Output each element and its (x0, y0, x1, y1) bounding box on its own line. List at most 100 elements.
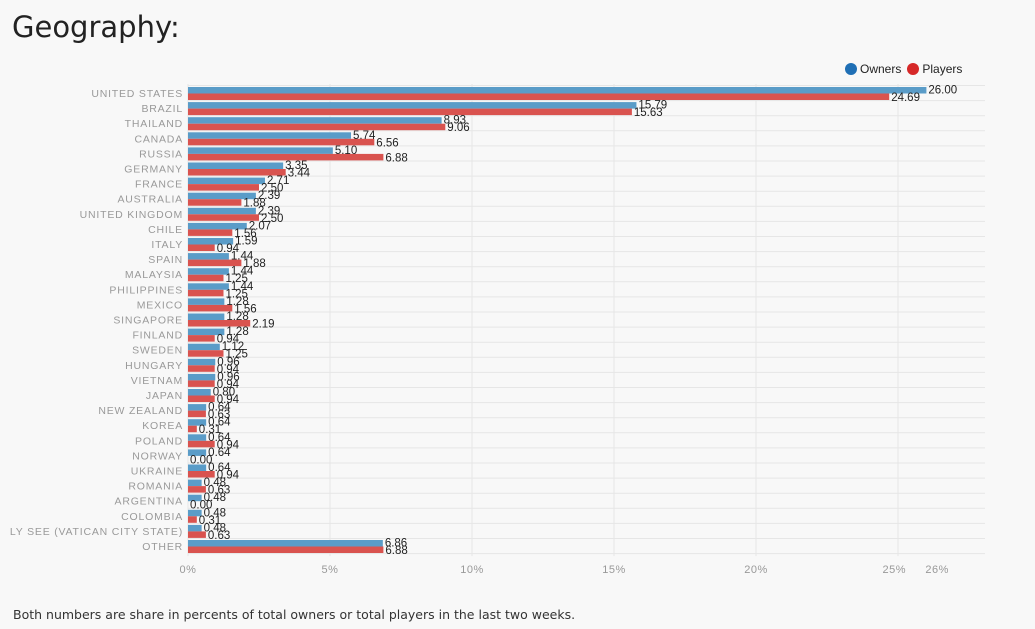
players-bar (188, 531, 206, 538)
owners-value-label: 1.28 (226, 296, 248, 308)
owners-value-label: 1.44 (231, 266, 254, 278)
players-bar (188, 214, 259, 221)
category-label: NEW ZEALAND (98, 405, 183, 417)
owners-value-label: 5.10 (335, 145, 357, 157)
players-bar (188, 108, 632, 116)
owners-value-label: 15.79 (638, 100, 667, 112)
category-label: POLAND (135, 435, 183, 447)
owners-value-label: 1.12 (222, 341, 244, 353)
owners-bar (188, 238, 234, 245)
owners-value-label: 0.80 (213, 387, 235, 399)
players-bar (188, 138, 375, 146)
x-tick-label: 25% (882, 564, 906, 576)
players-value-label: 9.06 (447, 122, 469, 134)
owners-bar (188, 132, 352, 139)
owners-value-label: 1.28 (226, 326, 248, 338)
players-bar (188, 184, 259, 191)
x-tick-label: 26% (925, 564, 949, 576)
category-label: MALAYSIA (125, 269, 183, 281)
owners-value-label: 0.64 (208, 432, 231, 444)
category-label: GERMANY (124, 164, 183, 176)
category-label: PHILIPPINES (109, 284, 183, 296)
players-bar (188, 169, 286, 176)
players-bar (188, 516, 197, 523)
players-bar (188, 320, 251, 327)
players-value-label: 1.25 (226, 288, 248, 300)
players-value-label: 0.63 (208, 485, 230, 497)
players-bar (188, 244, 215, 251)
owners-value-label: 2.71 (267, 175, 289, 187)
category-label: FINLAND (132, 330, 183, 342)
players-value-label: 0.00 (190, 500, 212, 512)
players-value-label: 2.50 (261, 213, 283, 225)
players-bar (188, 410, 206, 418)
owners-value-label: 2.39 (258, 190, 280, 202)
owners-value-label: 0.96 (217, 371, 239, 383)
owners-bar (188, 328, 225, 336)
owners-bar (188, 117, 442, 124)
owners-bar (188, 162, 284, 169)
owners-value-label: 0.48 (204, 477, 226, 489)
players-bar (188, 335, 215, 342)
players-value-label: 0.94 (217, 379, 240, 391)
category-label: NORWAY (132, 450, 183, 462)
category-label: UKRAINE (131, 466, 183, 478)
players-value-label: 6.88 (385, 152, 407, 164)
category-label: HUNGARY (125, 360, 183, 372)
owners-bar (188, 298, 225, 305)
geography-bar-chart: 0% 5% 10% 15% 20% 25% 26% UNITED STATES 26.00 24.… (10, 84, 985, 576)
legend-item-players[interactable]: Players (907, 62, 962, 76)
players-bar (188, 199, 242, 206)
players-value-label: 1.56 (234, 228, 256, 240)
players-value-label: 0.94 (217, 394, 240, 406)
players-value-label: 6.88 (385, 545, 407, 557)
category-label: RUSSIA (139, 148, 183, 160)
x-tick-label: 20% (744, 564, 768, 576)
owners-bar (188, 419, 207, 426)
owners-value-label: 1.44 (231, 251, 254, 263)
owners-bar (188, 87, 927, 94)
players-value-label: 24.69 (891, 92, 920, 104)
legend-item-owners[interactable]: Owners (845, 62, 901, 76)
owners-dot-icon (845, 63, 857, 75)
owners-value-label: 0.96 (217, 356, 239, 368)
players-bar (188, 123, 446, 131)
x-tick-label: 15% (602, 564, 626, 576)
footer-note: Both numbers are share in percents of to… (13, 607, 576, 622)
players-value-label: 0.31 (199, 515, 221, 527)
category-label: SPAIN (148, 254, 183, 266)
players-value-label: 1.88 (243, 198, 265, 210)
players-value-label: 1.25 (226, 349, 248, 361)
owners-value-label: 0.64 (208, 462, 231, 474)
owners-bar (188, 102, 637, 109)
players-bar (188, 486, 206, 493)
x-tick-label: 10% (460, 564, 484, 576)
owners-bar (188, 479, 202, 487)
players-bar (188, 365, 215, 372)
players-value-label: 0.00 (190, 454, 212, 466)
category-label: THAILAND (125, 118, 183, 130)
chart-legend: Owners Players (845, 62, 964, 76)
owners-bar (188, 373, 216, 381)
owners-bar (188, 177, 265, 185)
x-tick-label: 5% (322, 564, 339, 576)
owners-value-label: 0.48 (204, 492, 226, 504)
category-label: SINGAPORE (113, 315, 183, 327)
owners-bar (188, 253, 229, 260)
players-value-label: 0.94 (217, 439, 240, 451)
page-title: Geography: (12, 10, 180, 44)
players-value-label: 0.63 (208, 530, 230, 542)
players-bar (188, 304, 233, 312)
players-bar (188, 274, 224, 282)
owners-bar (188, 524, 202, 532)
owners-value-label: 0.48 (204, 522, 226, 534)
category-label: ROMANIA (128, 481, 183, 493)
players-value-label: 1.56 (234, 303, 256, 315)
owners-bar (188, 358, 216, 366)
owners-bar (188, 494, 202, 502)
players-value-label: 0.31 (199, 424, 221, 436)
category-label: ARGENTINA (115, 496, 183, 508)
players-value-label: 15.63 (634, 107, 663, 119)
owners-bar (188, 404, 207, 411)
owners-bar (188, 147, 333, 154)
